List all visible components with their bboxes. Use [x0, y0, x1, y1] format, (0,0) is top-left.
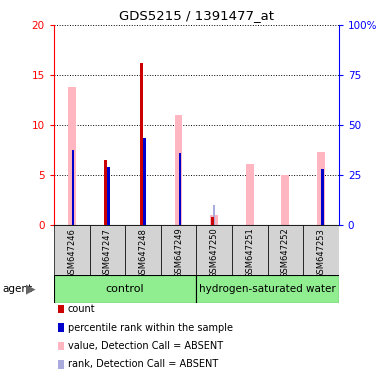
Text: GSM647247: GSM647247	[103, 228, 112, 278]
Bar	[211, 217, 214, 225]
Bar	[161, 225, 196, 275]
Text: GSM647252: GSM647252	[281, 228, 290, 278]
Bar	[90, 225, 125, 275]
Bar	[213, 205, 215, 225]
Bar	[179, 153, 181, 225]
Bar	[303, 225, 339, 275]
Text: GSM647248: GSM647248	[139, 228, 147, 278]
Bar	[281, 175, 289, 225]
Bar	[246, 164, 254, 225]
Text: GSM647251: GSM647251	[245, 228, 254, 278]
Bar	[143, 138, 146, 225]
Text: ▶: ▶	[26, 283, 36, 295]
Text: rank, Detection Call = ABSENT: rank, Detection Call = ABSENT	[67, 359, 218, 369]
Title: GDS5215 / 1391477_at: GDS5215 / 1391477_at	[119, 9, 274, 22]
Bar	[54, 275, 196, 303]
Text: GSM647246: GSM647246	[67, 228, 76, 278]
Bar	[196, 275, 339, 303]
Bar	[68, 87, 75, 225]
Bar	[232, 225, 268, 275]
Bar	[196, 225, 232, 275]
Text: hydrogen-saturated water: hydrogen-saturated water	[199, 284, 336, 294]
Bar	[140, 63, 143, 225]
Bar	[268, 225, 303, 275]
Bar	[107, 167, 110, 225]
Bar	[54, 225, 90, 275]
Text: GSM647250: GSM647250	[210, 228, 219, 278]
Text: GSM647249: GSM647249	[174, 228, 183, 278]
Text: GSM647253: GSM647253	[316, 228, 325, 278]
Text: agent: agent	[2, 284, 32, 294]
Bar	[317, 152, 325, 225]
Text: value, Detection Call = ABSENT: value, Detection Call = ABSENT	[67, 341, 223, 351]
Bar	[72, 150, 74, 225]
Bar	[321, 169, 324, 225]
Text: count: count	[67, 304, 95, 314]
Bar	[104, 160, 107, 225]
Bar	[210, 215, 218, 225]
Bar	[175, 115, 182, 225]
Bar	[125, 225, 161, 275]
Text: control: control	[106, 284, 144, 294]
Text: percentile rank within the sample: percentile rank within the sample	[67, 323, 233, 333]
